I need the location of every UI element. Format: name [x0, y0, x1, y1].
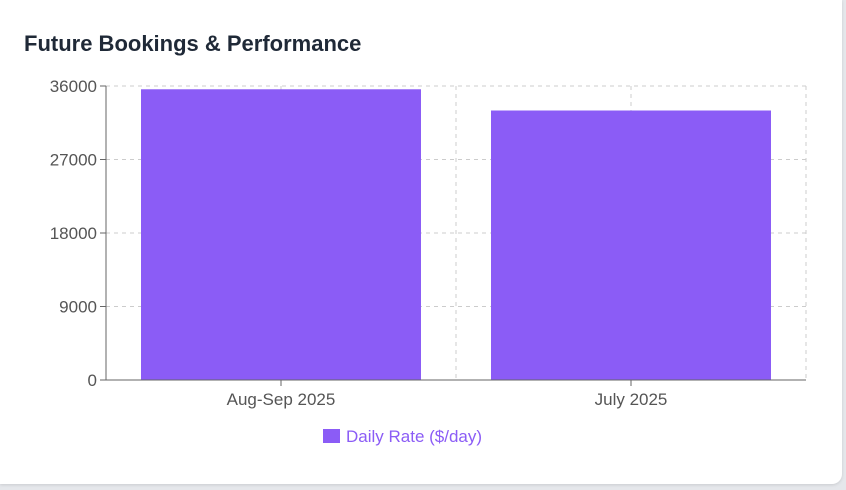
legend[interactable]: Daily Rate ($/day): [323, 427, 482, 446]
y-axis-ticks: 0 9000 18000 27000 36000: [50, 77, 106, 390]
y-tick-label: 9000: [59, 298, 97, 317]
y-tick-label: 36000: [50, 77, 97, 96]
x-tick-label: July 2025: [595, 390, 668, 409]
y-tick-label: 18000: [50, 224, 97, 243]
y-tick-label: 0: [88, 371, 97, 390]
legend-swatch[interactable]: [323, 429, 340, 443]
chart-title: Future Bookings & Performance: [24, 31, 362, 56]
x-tick-label: Aug-Sep 2025: [227, 390, 336, 409]
bar[interactable]: [491, 110, 771, 381]
legend-label[interactable]: Daily Rate ($/day): [346, 427, 482, 446]
bar[interactable]: [141, 89, 421, 381]
y-tick-label: 27000: [50, 151, 97, 170]
x-axis-ticks: Aug-Sep 2025 July 2025: [227, 380, 668, 409]
bars: [141, 89, 771, 381]
